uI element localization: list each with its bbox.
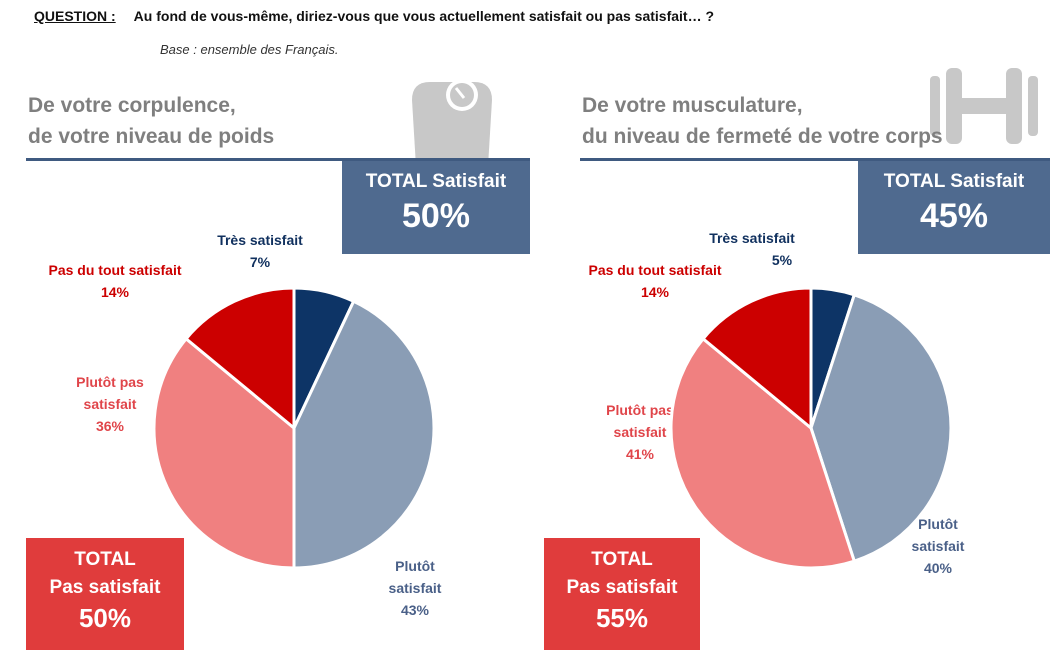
title-line-1: De votre corpulence, — [28, 94, 236, 117]
slice-label-pas-du-tout: Pas du tout satisfait 14% — [570, 259, 740, 303]
label2: satisfait — [911, 538, 965, 554]
label: Plutôt pas — [76, 374, 144, 390]
total-value: 50% — [78, 603, 132, 633]
pie-slice-plutot-satisfait — [292, 299, 436, 570]
total-label: TOTAL — [591, 549, 653, 570]
question-text: Au fond de vous-même, diriez-vous que vo… — [133, 8, 715, 24]
slice-label-plutot-sat: Plutôt satisfait 43% — [370, 555, 460, 621]
value: 40% — [923, 560, 953, 576]
total-value: 45% — [919, 197, 989, 235]
slice-label-plutot-sat: Plutôt satisfait 40% — [893, 513, 983, 579]
right-title-rule — [580, 158, 1050, 161]
left-total-satisfait-box: TOTAL Satisfait 50% — [342, 161, 530, 254]
label: Plutôt — [395, 558, 435, 574]
base-note: Base : ensemble des Français. — [160, 42, 339, 57]
total-label: TOTAL Satisfait — [883, 171, 1025, 192]
right-total-satisfait-box: TOTAL Satisfait 45% — [858, 161, 1050, 254]
value: 5% — [771, 252, 793, 268]
pie-slice-plutot-pas-satisfait — [669, 336, 857, 570]
title-line-2: de votre niveau de poids — [28, 125, 275, 148]
label: Plutôt pas — [606, 402, 674, 418]
value: 14% — [640, 284, 670, 300]
total-label: TOTAL — [74, 549, 136, 570]
slice-label-plutot-pas: Plutôt pas satisfait 36% — [60, 371, 160, 437]
slice-label-tres: Très satisfait 5% — [692, 227, 812, 271]
label: Pas du tout satisfait — [48, 262, 182, 278]
value: 41% — [625, 446, 655, 462]
pie-slice-pas-du-tout-satisfait — [184, 286, 296, 432]
label: Très satisfait — [217, 232, 303, 248]
title-line-2: du niveau de fermeté de votre corps — [582, 125, 943, 148]
left-total-pas-box: TOTAL Pas satisfait 50% — [26, 538, 184, 650]
slice-label-plutot-pas: Plutôt pas satisfait 41% — [590, 399, 690, 465]
total-label-2: Pas satisfait — [566, 577, 678, 598]
total-label-2: Pas satisfait — [49, 577, 161, 598]
title-line-1: De votre musculature, — [582, 94, 803, 117]
pie-slice-plutot-pas-satisfait — [152, 336, 296, 570]
total-label: TOTAL Satisfait — [365, 171, 507, 192]
left-title-rule — [26, 158, 530, 161]
label: Très satisfait — [709, 230, 795, 246]
pie-slice-plutot-satisfait — [809, 292, 953, 564]
label: Plutôt — [918, 516, 958, 532]
label2: satisfait — [83, 396, 137, 412]
right-total-pas-box: TOTAL Pas satisfait 55% — [544, 538, 700, 650]
value: 43% — [400, 602, 430, 618]
label2: satisfait — [388, 580, 442, 596]
total-value: 55% — [595, 603, 649, 633]
question: QUESTION : Au fond de vous-même, diriez-v… — [34, 8, 714, 24]
slice-label-pas-du-tout: Pas du tout satisfait 14% — [30, 259, 200, 303]
label2: satisfait — [613, 424, 667, 440]
left-chart-title: De votre corpulence, de votre niveau de p… — [28, 90, 274, 152]
right-chart-title: De votre musculature, du niveau de fermet… — [582, 90, 943, 152]
dumbbell-icon — [930, 68, 1038, 144]
value: 14% — [100, 284, 130, 300]
pie-slice-pas-du-tout-satisfait — [701, 286, 813, 432]
slice-label-tres: Très satisfait 7% — [200, 229, 320, 273]
total-value: 50% — [401, 197, 471, 235]
label: Pas du tout satisfait — [588, 262, 722, 278]
value: 36% — [95, 418, 125, 434]
value: 7% — [249, 254, 271, 270]
question-label: QUESTION : — [34, 8, 116, 24]
